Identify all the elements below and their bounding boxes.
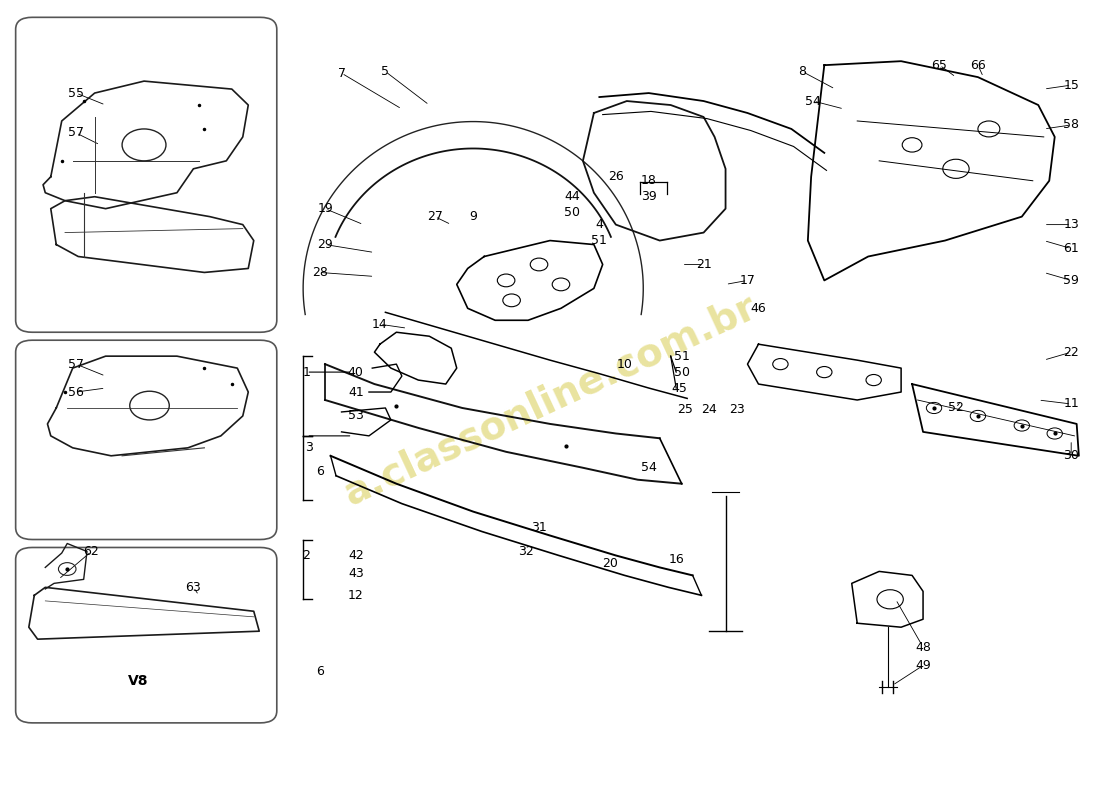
Text: 13: 13 xyxy=(1064,218,1079,231)
Text: 1: 1 xyxy=(302,366,310,378)
Text: 52: 52 xyxy=(948,402,964,414)
Text: 22: 22 xyxy=(1064,346,1079,358)
Text: 48: 48 xyxy=(915,641,931,654)
Text: 24: 24 xyxy=(701,403,717,416)
Text: 2: 2 xyxy=(302,549,310,562)
Text: 16: 16 xyxy=(669,553,684,566)
Text: 40: 40 xyxy=(348,366,364,378)
Text: 31: 31 xyxy=(531,521,547,534)
Text: 50: 50 xyxy=(564,206,580,219)
Text: 66: 66 xyxy=(970,58,986,72)
Text: 44: 44 xyxy=(564,190,580,203)
Text: 4: 4 xyxy=(595,218,603,231)
Text: 25: 25 xyxy=(676,403,693,416)
Text: 12: 12 xyxy=(348,589,364,602)
Text: 56: 56 xyxy=(68,386,84,398)
Text: 30: 30 xyxy=(1064,450,1079,462)
Text: 17: 17 xyxy=(739,274,756,287)
Text: 20: 20 xyxy=(603,557,618,570)
Text: 19: 19 xyxy=(317,202,333,215)
Text: 63: 63 xyxy=(186,581,201,594)
Text: 21: 21 xyxy=(695,258,712,271)
Text: 51: 51 xyxy=(673,350,690,362)
Text: 49: 49 xyxy=(915,659,931,672)
FancyBboxPatch shape xyxy=(15,340,277,539)
Text: 39: 39 xyxy=(641,190,657,203)
Text: 46: 46 xyxy=(750,302,767,315)
Text: 10: 10 xyxy=(617,358,632,370)
Text: 26: 26 xyxy=(608,170,624,183)
Text: 6: 6 xyxy=(316,665,323,678)
Text: 61: 61 xyxy=(1064,242,1079,255)
Text: 9: 9 xyxy=(470,210,477,223)
Text: 29: 29 xyxy=(317,238,333,251)
Text: 15: 15 xyxy=(1064,78,1079,91)
Text: 27: 27 xyxy=(427,210,442,223)
Text: 54: 54 xyxy=(805,94,822,107)
Text: 57: 57 xyxy=(68,358,84,370)
Text: 23: 23 xyxy=(728,403,745,416)
Text: 62: 62 xyxy=(84,545,99,558)
Text: 59: 59 xyxy=(1064,274,1079,287)
Text: 32: 32 xyxy=(518,545,534,558)
Text: 54: 54 xyxy=(641,462,657,474)
Text: 11: 11 xyxy=(1064,398,1079,410)
Text: 41: 41 xyxy=(348,386,364,398)
Text: 7: 7 xyxy=(338,66,345,80)
Text: 51: 51 xyxy=(592,234,607,247)
FancyBboxPatch shape xyxy=(15,18,277,332)
FancyBboxPatch shape xyxy=(15,547,277,723)
Text: 53: 53 xyxy=(348,410,364,422)
Text: 3: 3 xyxy=(305,442,312,454)
Text: 8: 8 xyxy=(799,65,806,78)
Text: 42: 42 xyxy=(348,549,364,562)
Text: 65: 65 xyxy=(932,58,947,72)
Text: 14: 14 xyxy=(372,318,388,330)
Text: 58: 58 xyxy=(1064,118,1079,131)
Text: 45: 45 xyxy=(671,382,688,394)
Text: 55: 55 xyxy=(68,86,84,99)
Text: 50: 50 xyxy=(673,366,690,378)
Text: 5: 5 xyxy=(382,65,389,78)
Text: 6: 6 xyxy=(316,466,323,478)
Text: 43: 43 xyxy=(348,567,364,580)
Text: 18: 18 xyxy=(641,174,657,187)
Text: 57: 57 xyxy=(68,126,84,139)
Text: V8: V8 xyxy=(129,674,149,688)
Text: a.classonline.com.br: a.classonline.com.br xyxy=(338,287,762,513)
Text: 28: 28 xyxy=(311,266,328,279)
